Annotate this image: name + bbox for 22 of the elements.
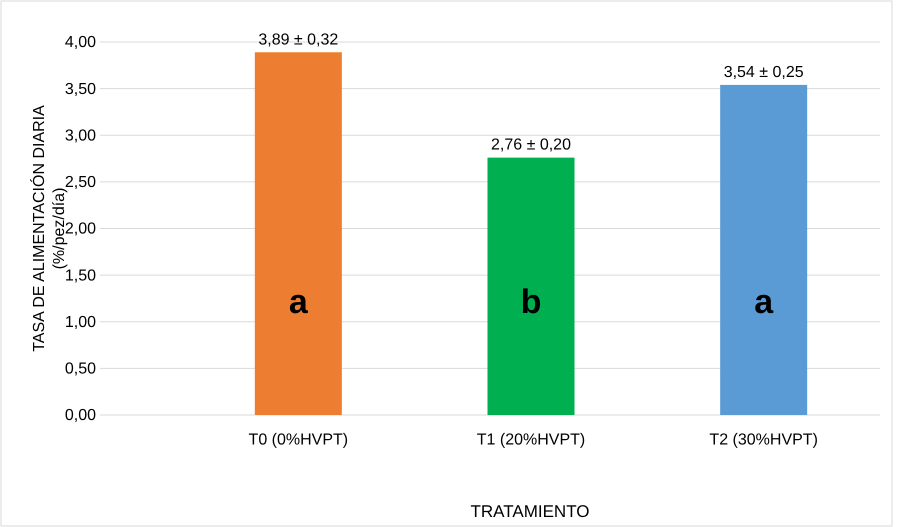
y-tick-label: 0,00 [64, 407, 96, 424]
data-label: 2,76 ± 0,20 [491, 136, 572, 154]
bar [720, 84, 808, 415]
x-tick-label: T0 (0%HVPT) [248, 431, 348, 448]
annotation: b [520, 283, 542, 321]
y-tick-label: 2,50 [64, 174, 96, 191]
data-label: 3,54 ± 0,25 [724, 64, 804, 81]
y-tick-label: 1,50 [64, 267, 96, 284]
y-tick-label: 4,00 [64, 34, 96, 52]
y-tick-label: 0,50 [64, 360, 96, 378]
y-tick-label: 3,50 [64, 80, 96, 98]
annotation: a [754, 283, 774, 321]
bar [487, 158, 575, 415]
data-label: 3,89 ± 0,32 [258, 31, 338, 48]
x-tick-label: T2 (30%HVPT) [709, 431, 818, 448]
y-tick-label: 3,00 [64, 127, 96, 144]
y-tick-label: 1,00 [64, 314, 96, 331]
y-tick-label: 2,00 [64, 220, 96, 238]
bar [254, 52, 342, 415]
x-tick-label: T1 (20%HVPT) [476, 431, 586, 448]
annotation: a [288, 283, 309, 321]
x-axis-title: TRATAMIENTO [470, 502, 590, 521]
